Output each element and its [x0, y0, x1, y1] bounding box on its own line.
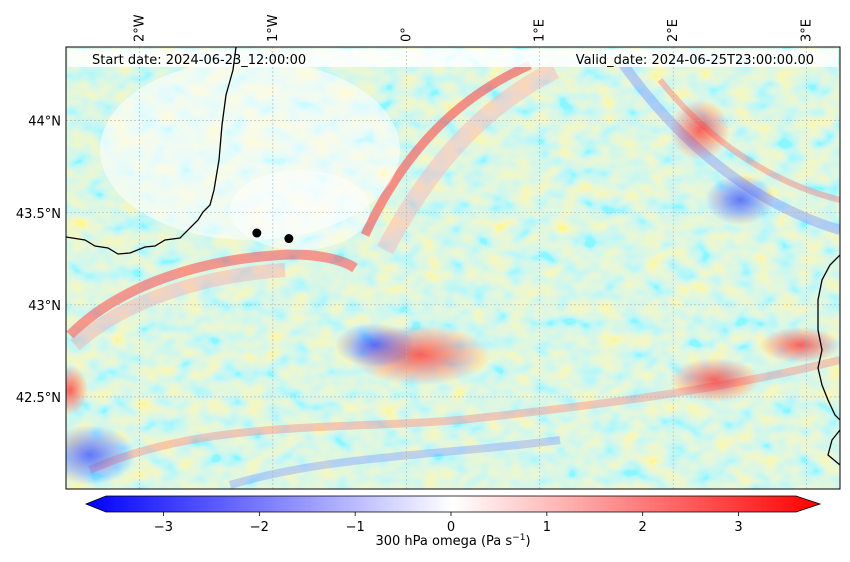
colorbar-tick-label: 2 [639, 520, 647, 535]
colorbar-ticks: −3 −2 −1 0 1 2 3 [154, 512, 743, 535]
coastline-east [817, 254, 840, 421]
colorbar-tick-label: −2 [250, 520, 269, 535]
station-marker [252, 228, 262, 238]
lon-tick-label: 2°W [132, 14, 147, 42]
lat-tick-label: 43.5°N [16, 207, 61, 222]
omega-field [66, 47, 840, 489]
latitude-ticks: 44°N 43.5°N 43°N 42.5°N [16, 115, 61, 406]
lon-tick-label: 3°E [800, 19, 815, 42]
colorbar-fill [86, 496, 820, 512]
map-frame [65, 46, 841, 490]
colorbar-tick-label: 3 [734, 520, 742, 535]
lon-tick-label: 2°E [666, 19, 681, 42]
colorbar-outline [84, 495, 822, 513]
colorbar-tick-label: −3 [154, 520, 173, 535]
lat-tick-label: 42.5°N [16, 391, 61, 406]
gridlines [66, 47, 840, 489]
lon-tick-label: 1°E [533, 19, 548, 42]
lon-tick-label: 0° [399, 27, 414, 42]
colorbar-tick-label: 0 [447, 520, 455, 535]
station-markers [252, 228, 294, 244]
colorbar-tick-label: −1 [346, 520, 365, 535]
lat-tick-label: 44°N [28, 115, 61, 130]
station-marker [284, 234, 294, 244]
coastline-iberia-france [66, 47, 237, 255]
longitude-ticks: 2°W 1°W 0° 1°E 2°E 3°E [132, 14, 814, 42]
colorbar: −3 −2 −1 0 1 2 3 300 hPa omega (Pa s−1) [84, 495, 822, 549]
coastline-east-south [827, 429, 840, 466]
lat-tick-label: 43°N [28, 299, 61, 314]
map-panel: 2°W 1°W 0° 1°E 2°E 3°E 44°N 43.5°N 43°N 42.5°N S… [16, 14, 841, 490]
lon-tick-label: 1°W [266, 14, 281, 42]
colorbar-label: 300 hPa omega (Pa s−1) [375, 533, 530, 549]
coastline [66, 47, 840, 466]
valid-date-label: Valid_date: 2024-06-25T23:00:00.00 [576, 53, 814, 68]
start-date-label: Start date: 2024-06-23_12:00:00 [92, 53, 306, 68]
colorbar-tick-label: 1 [543, 520, 551, 535]
